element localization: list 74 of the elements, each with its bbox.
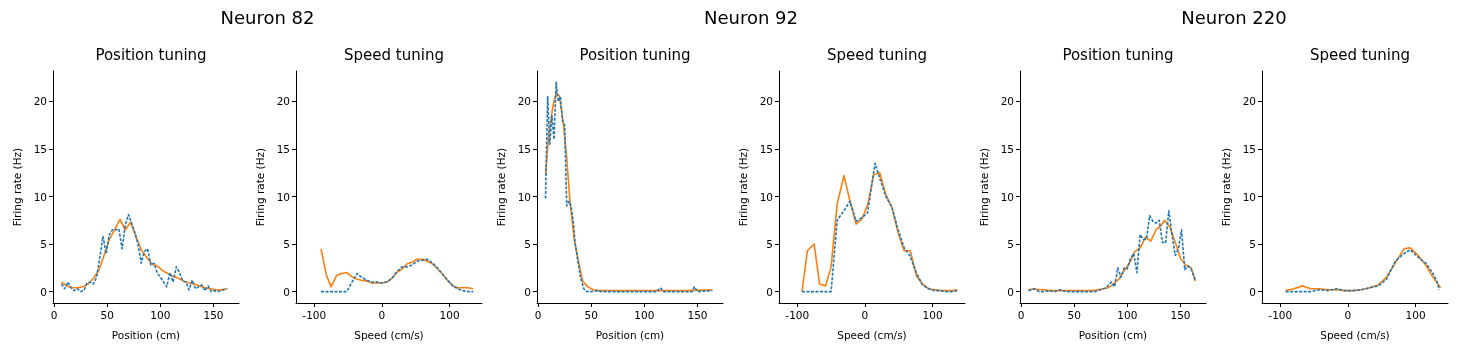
text: Neuron 220 [1180,7,1288,28]
y-tick-label: 20 [759,95,773,108]
x-tick-label: 100 [922,308,943,321]
y-tick-label: 5 [40,238,47,251]
y-tick-label: 0 [40,285,47,298]
y-tick-label: 5 [283,238,290,251]
y-tick-label: 10 [517,190,531,203]
x-tick-label: 0 [378,308,386,321]
x-axis-title: Speed (cm/s) [1320,328,1390,341]
y-tick-label: 15 [1242,142,1256,155]
x-tick-label: -100 [785,308,810,321]
x-tick-label: 150 [1170,308,1191,321]
y-axis-title: Firing rate (Hz) [495,147,508,227]
x-tick-label: 0 [1017,308,1025,321]
x-axis-title: Position (cm) [111,328,181,341]
x-tick-label: 50 [1067,308,1081,321]
x-tick-label: 150 [203,308,224,321]
chart-title: Position tuning [579,45,691,64]
x-tick-label: 100 [1405,308,1426,321]
y-tick-label: 5 [766,238,773,251]
y-tick-label: 10 [759,190,773,203]
x-axis-title: Speed (cm/s) [354,328,424,341]
x-tick-label: 50 [100,308,114,321]
x-tick-label: 0 [50,308,58,321]
y-tick-label: 10 [33,190,47,203]
y-tick-label: 20 [276,95,290,108]
x-axis-title: Speed (cm/s) [837,328,907,341]
y-tick-label: 15 [33,142,47,155]
y-tick-label: 20 [517,95,531,108]
x-tick-label: -100 [302,308,327,321]
text: Neuron 82 [219,7,316,28]
y-tick-label: 10 [1242,190,1256,203]
y-tick-label: 15 [276,142,290,155]
x-axis-title: Position (cm) [595,328,665,341]
y-tick-label: 0 [283,285,290,298]
line-series [320,248,475,290]
y-tick-label: 20 [1242,95,1256,108]
x-tick-label: 100 [150,308,171,321]
y-axis-title: Firing rate (Hz) [737,147,750,227]
x-tick-label: 50 [584,308,598,321]
x-tick-label: -100 [1268,308,1293,321]
y-tick-label: 0 [1007,285,1014,298]
y-tick-label: 10 [1000,190,1014,203]
y-tick-label: 20 [33,95,47,108]
x-tick-label: 100 [439,308,460,321]
y-tick-label: 5 [1249,238,1256,251]
y-tick-label: 5 [1007,238,1014,251]
x-tick-label: 100 [1117,308,1138,321]
y-tick-label: 0 [766,285,773,298]
x-axis-title: Position (cm) [1078,328,1148,341]
y-tick-label: 15 [759,142,773,155]
chart-title: Speed tuning [1310,45,1410,64]
y-tick-label: 15 [517,142,531,155]
x-tick-label: 150 [687,308,708,321]
y-tick-label: 5 [524,238,531,251]
y-tick-label: 0 [1249,285,1256,298]
y-axis-title: Firing rate (Hz) [978,147,991,227]
y-tick-label: 0 [524,285,531,298]
y-axis-title: Firing rate (Hz) [254,147,267,227]
x-tick-label: 0 [861,308,869,321]
y-axis-title: Firing rate (Hz) [11,147,24,227]
y-tick-label: 15 [1000,142,1014,155]
y-axis-title: Firing rate (Hz) [1220,147,1233,227]
line-series [320,258,475,293]
x-tick-label: 0 [1344,308,1352,321]
x-tick-label: 100 [634,308,655,321]
chart-title: Speed tuning [344,45,444,64]
y-tick-label: 10 [276,190,290,203]
x-tick-label: 0 [534,308,542,321]
y-tick-label: 20 [1000,95,1014,108]
chart-title: Speed tuning [827,45,927,64]
text: Neuron 92 [703,7,799,28]
chart-title: Position tuning [95,45,207,64]
chart-title: Position tuning [1062,45,1174,64]
